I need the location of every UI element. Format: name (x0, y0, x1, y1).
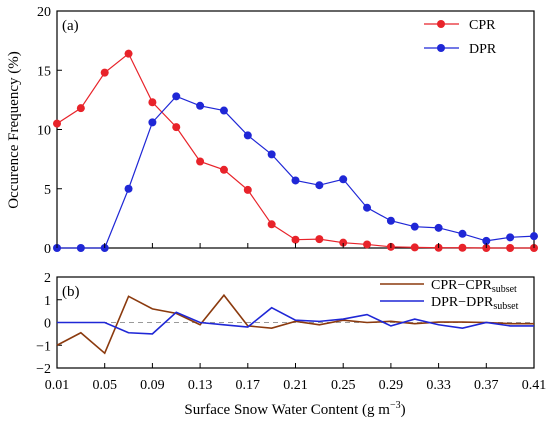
panel-a-y-tick-label: 0 (44, 242, 51, 257)
data-point-dpr (172, 92, 181, 101)
data-point-dpr (76, 244, 85, 252)
data-point-cpr (315, 235, 324, 244)
data-point-dpr (434, 223, 443, 232)
data-point-dpr (243, 131, 252, 140)
legend-label-cpr: CPR (469, 18, 496, 33)
panel-b-y-tick-label: −2 (36, 362, 51, 377)
panel-b-y-tick-label: −1 (36, 339, 51, 354)
legend-label-cpr-diff: CPR−CPRsubset (431, 278, 517, 295)
series-line-dpr-diff (57, 306, 534, 335)
panel-a-series (53, 49, 538, 252)
x-axis-title: Surface Snow Water Content (g m−3) (184, 400, 405, 418)
legend-marker-dpr (437, 44, 445, 52)
series-line-cpr-diff (56, 293, 534, 355)
panel-b-label: (b) (62, 284, 80, 300)
panel-a-label: (a) (62, 18, 79, 34)
x-axis-title-main: Surface Snow Water Content (g m (184, 402, 390, 418)
panel-a-y-ticks: 0 5 10 15 20 (37, 5, 62, 257)
data-point-cpr (363, 240, 372, 249)
panel-a-y-tick-label: 15 (37, 64, 51, 79)
x-tick-label: 0.25 (331, 378, 356, 393)
data-point-cpr (410, 243, 419, 252)
data-point-dpr (124, 184, 133, 193)
data-point-cpr (76, 104, 85, 113)
series-line-cpr (56, 52, 534, 249)
data-point-cpr (291, 235, 300, 244)
panel-b-y-tick-label: 2 (44, 271, 51, 286)
panel-b-y-tick-label: 0 (44, 317, 51, 332)
panel-b-y-tick-label: 1 (44, 294, 51, 309)
data-point-dpr (386, 216, 395, 225)
data-point-dpr (339, 175, 348, 184)
data-point-cpr (148, 98, 157, 107)
x-axis-title-end: ) (401, 402, 406, 418)
panel-a-legend: CPR DPR (424, 18, 497, 57)
data-point-dpr (148, 118, 157, 127)
legend-dpr-diff-main: DPR−DPR (431, 295, 494, 310)
x-tick-label: 0.05 (92, 378, 117, 393)
data-point-dpr (196, 101, 205, 110)
x-tick-label: 0.21 (283, 378, 308, 393)
series-line-dpr (57, 95, 535, 249)
x-axis-title-sup: −3 (390, 400, 401, 411)
x-tick-label: 0.13 (188, 378, 213, 393)
legend-cpr-diff-main: CPR−CPR (431, 278, 492, 293)
data-point-dpr (291, 176, 300, 185)
data-point-dpr (530, 232, 538, 241)
x-tick-label: 0.17 (236, 378, 261, 393)
data-point-dpr (458, 229, 467, 238)
x-tick-label: 0.29 (379, 378, 404, 393)
data-point-cpr (53, 119, 61, 128)
x-tick-label: 0.01 (45, 378, 70, 393)
data-point-cpr (124, 49, 133, 58)
data-point-cpr (339, 238, 348, 247)
data-point-dpr (410, 222, 419, 231)
data-point-dpr (219, 106, 228, 115)
x-axis-ticks: 0.01 0.05 0.09 0.13 0.17 0.21 0.25 0.29 0.33 0.37… (45, 243, 547, 393)
data-point-cpr (243, 185, 252, 194)
panel-a-y-tick-label: 5 (44, 183, 51, 198)
data-point-dpr (363, 203, 372, 212)
panel-a-y-tick-label: 10 (37, 124, 51, 139)
legend-label-dpr-diff: DPR−DPRsubset (431, 295, 519, 312)
x-tick-label: 0.37 (474, 378, 499, 393)
y-axis-title: Occurence Frequency (%) (6, 51, 22, 208)
x-tick-label: 0.09 (140, 378, 165, 393)
x-tick-label: 0.41 (522, 378, 547, 393)
legend-cpr-diff-sub: subset (492, 284, 517, 295)
data-point-dpr (315, 181, 324, 190)
panel-b-series (56, 293, 534, 355)
x-tick-label: 0.33 (426, 378, 451, 393)
data-point-cpr (100, 68, 109, 77)
panel-b-legend: CPR−CPRsubset DPR−DPRsubset (380, 278, 519, 312)
data-point-cpr (267, 220, 276, 229)
data-point-cpr (506, 244, 515, 252)
data-point-dpr (506, 233, 515, 242)
data-point-dpr (482, 236, 491, 245)
panel-a-frame (56, 10, 535, 249)
panel-b-y-ticks: −2 −1 0 1 2 (36, 271, 62, 377)
legend-marker-cpr (437, 20, 445, 28)
panel-a-y-tick-label: 20 (37, 5, 51, 20)
legend-label-dpr: DPR (469, 42, 497, 57)
legend-dpr-diff-sub: subset (493, 301, 518, 312)
data-point-cpr (172, 123, 181, 132)
data-point-cpr (458, 243, 467, 252)
data-point-cpr (196, 157, 205, 166)
data-point-cpr (219, 165, 228, 174)
data-point-dpr (267, 150, 276, 159)
